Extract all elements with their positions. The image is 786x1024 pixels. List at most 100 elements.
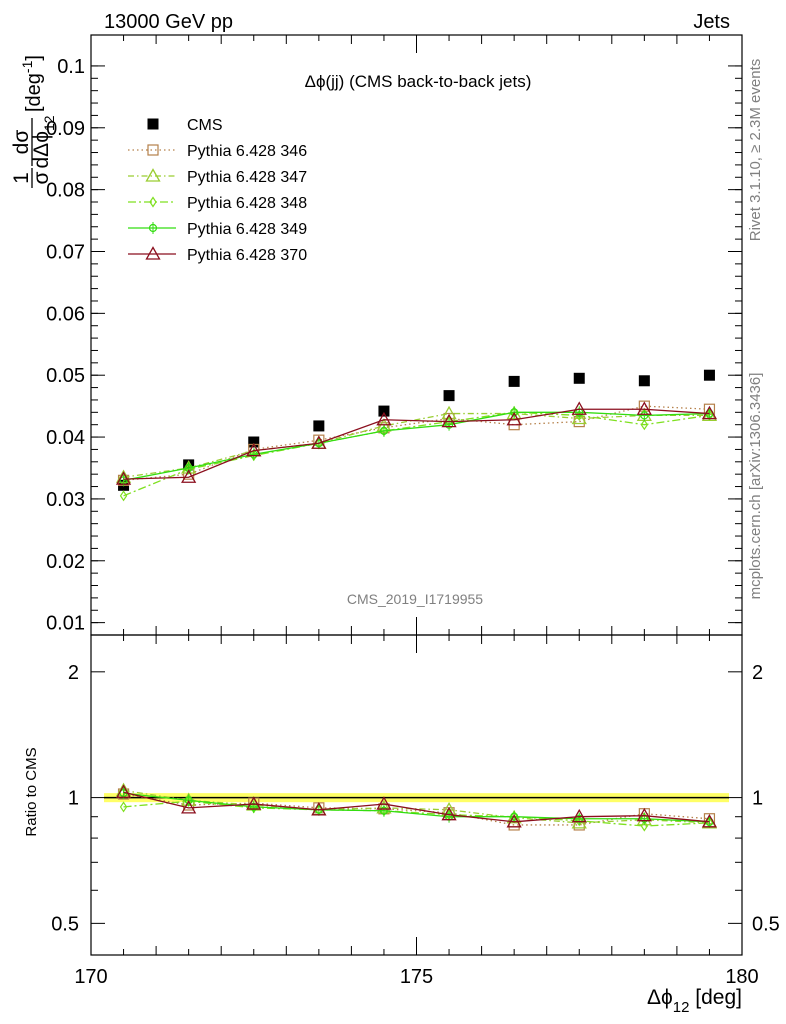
data-point — [441, 405, 457, 420]
main-ytick-label: 0.09 — [46, 118, 85, 140]
y-label-unit-sup: -1 — [19, 60, 35, 73]
y-label-num2: dσ — [10, 130, 33, 155]
ratio-ytick-label-right: 0.5 — [752, 913, 780, 935]
data-point — [181, 469, 197, 483]
main-title: Δϕ(jj) (CMS back-to-back jets) — [305, 72, 532, 91]
series-pythia-6-428-349 — [119, 406, 714, 487]
legend-label: Pythia 6.428 347 — [187, 169, 307, 186]
y-label-den1: σ — [30, 171, 53, 184]
data-point — [378, 405, 390, 417]
series-line — [123, 408, 710, 480]
ratio-data-point — [376, 796, 392, 810]
data-point — [313, 420, 325, 432]
ratio-ytick-label: 1 — [68, 788, 79, 810]
y-label-num1: 1 — [10, 172, 33, 184]
y-label-den2-sub: 12 — [41, 115, 57, 131]
main-ytick-label: 0.03 — [46, 489, 85, 511]
y-label-unit: [deg-1] — [19, 55, 45, 112]
series-line — [123, 412, 710, 478]
legend-label: Pythia 6.428 348 — [187, 195, 307, 212]
analysis-id: CMS_2019_I1719955 — [347, 591, 483, 607]
legend-label: CMS — [187, 117, 223, 134]
legend-marker — [147, 118, 159, 130]
main-ytick-label: 0.04 — [46, 427, 85, 449]
x-tick-label: 175 — [400, 966, 433, 988]
legend-marker — [145, 246, 161, 260]
ratio-data-point — [636, 807, 652, 822]
data-point — [640, 419, 649, 431]
series-pythia-6-428-370 — [115, 401, 718, 485]
y-label-den2-base: dΔϕ — [30, 131, 53, 168]
y-label-unit-close: ] — [23, 55, 45, 61]
main-ytick-label: 0.1 — [57, 56, 85, 78]
series-pythia-6-428-348 — [119, 406, 714, 502]
ratio-ytick-label-right: 1 — [752, 788, 763, 810]
ratio-data-point — [181, 800, 197, 814]
x-tick-label: 170 — [74, 966, 107, 988]
ratio-series-line — [123, 791, 710, 823]
ratio-data-point — [640, 820, 649, 832]
header-left: 13000 GeV pp — [104, 11, 233, 33]
ratio-data-point — [571, 808, 587, 823]
data-point — [311, 435, 327, 449]
ratio-series-line — [123, 789, 710, 824]
main-ytick-label: 0.01 — [46, 613, 85, 635]
rivet-label: Rivet 3.1.10, ≥ 2.3M events — [747, 59, 764, 242]
x-axis-label-text: Δϕ12 [deg] — [647, 986, 742, 1016]
legend-label: Pythia 6.428 346 — [187, 143, 307, 160]
legend-label: Pythia 6.428 370 — [187, 247, 307, 264]
data-point — [703, 369, 715, 381]
ratio-data-point — [115, 784, 132, 798]
series-pythia-6-428-346 — [117, 400, 716, 486]
ratio-data-point — [441, 806, 457, 821]
y-label-unit-base: [deg — [23, 73, 45, 112]
ratio-y-axis-label: Ratio to CMS — [23, 747, 40, 836]
data-point — [638, 375, 650, 387]
data-point — [571, 410, 587, 425]
series-cms — [118, 369, 715, 491]
data-point — [248, 436, 260, 448]
ratio-series-pythia-6-428-370 — [115, 784, 718, 828]
ratio-data-point — [119, 801, 128, 813]
x-label-base: Δϕ — [647, 986, 673, 1009]
legend-marker — [147, 144, 159, 156]
ratio-data-point — [701, 814, 718, 828]
header-right: Jets — [693, 11, 730, 33]
ratio-data-point — [311, 801, 327, 816]
ratio-series-pythia-6-428-349 — [119, 787, 714, 828]
data-point — [443, 390, 455, 402]
x-label-unit: [deg] — [689, 986, 742, 1009]
legend-marker — [145, 168, 161, 182]
ratio-series-pythia-6-428-347 — [115, 782, 718, 829]
x-label-sub: 12 — [673, 999, 690, 1016]
series-line — [123, 405, 710, 482]
ratio-ytick-label: 2 — [68, 662, 79, 684]
main-ytick-label: 0.06 — [46, 303, 85, 325]
data-point — [119, 490, 128, 502]
main-ytick-label: 0.05 — [46, 365, 85, 387]
series-line — [123, 411, 710, 497]
x-axis-label: Δϕ12 [deg] — [647, 986, 742, 1016]
main-ytick-label: 0.02 — [46, 551, 85, 573]
legend-marker — [149, 196, 157, 208]
series-pythia-6-428-347 — [115, 405, 718, 483]
data-point — [506, 411, 522, 426]
legend-label: Pythia 6.428 349 — [187, 221, 307, 238]
x-tick-label: 180 — [725, 966, 758, 988]
ratio-data-point — [506, 814, 522, 828]
series-line — [123, 411, 710, 481]
data-point — [636, 401, 652, 415]
ratio-panel: 0.5 0.5 1 1 2 2 170 175 180 — [51, 634, 780, 988]
data-point — [376, 411, 392, 426]
ratio-series-line — [123, 800, 710, 827]
ratio-data-point — [246, 796, 262, 810]
main-ytick-label: 0.07 — [46, 241, 85, 263]
data-point — [115, 471, 132, 485]
data-point — [508, 375, 520, 387]
mcplots-label: mcplots.cern.ch [arXiv:1306.3436] — [747, 373, 764, 600]
legend: CMS Pythia 6.428 346 Pythia 6.428 347 Pythi… — [128, 117, 307, 264]
data-point — [573, 372, 585, 384]
main-ytick-label: 0.08 — [46, 180, 85, 202]
